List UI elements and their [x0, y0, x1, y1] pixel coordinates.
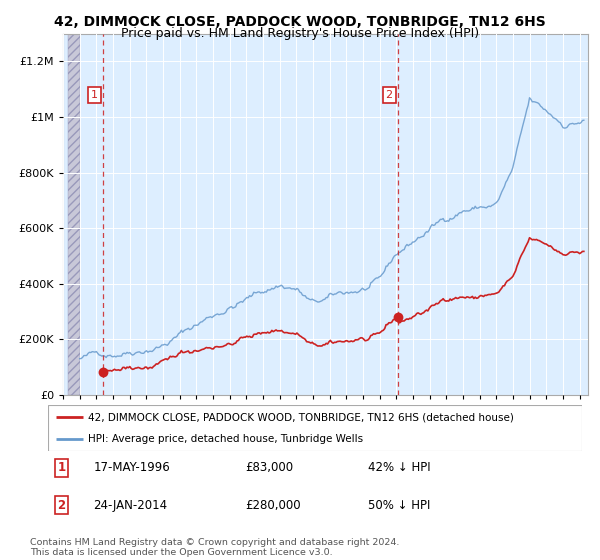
Text: 24-JAN-2014: 24-JAN-2014 — [94, 499, 167, 512]
Text: 2: 2 — [58, 499, 66, 512]
Text: Contains HM Land Registry data © Crown copyright and database right 2024.
This d: Contains HM Land Registry data © Crown c… — [30, 538, 400, 557]
Point — [98, 367, 107, 376]
Text: 1: 1 — [58, 461, 66, 474]
Text: 17-MAY-1996: 17-MAY-1996 — [94, 461, 170, 474]
Text: £83,000: £83,000 — [245, 461, 294, 474]
Bar — [68, 34, 80, 395]
Text: 2: 2 — [386, 90, 393, 100]
FancyBboxPatch shape — [48, 405, 582, 451]
Text: 42% ↓ HPI: 42% ↓ HPI — [368, 461, 431, 474]
Text: 42, DIMMOCK CLOSE, PADDOCK WOOD, TONBRIDGE, TN12 6HS (detached house): 42, DIMMOCK CLOSE, PADDOCK WOOD, TONBRID… — [88, 412, 514, 422]
Text: 50% ↓ HPI: 50% ↓ HPI — [368, 499, 431, 512]
Text: £280,000: £280,000 — [245, 499, 301, 512]
Bar — [68, 34, 80, 395]
Text: Price paid vs. HM Land Registry's House Price Index (HPI): Price paid vs. HM Land Registry's House … — [121, 27, 479, 40]
Text: 42, DIMMOCK CLOSE, PADDOCK WOOD, TONBRIDGE, TN12 6HS: 42, DIMMOCK CLOSE, PADDOCK WOOD, TONBRID… — [54, 15, 546, 29]
Point — [393, 312, 403, 321]
Text: HPI: Average price, detached house, Tunbridge Wells: HPI: Average price, detached house, Tunb… — [88, 434, 363, 444]
Text: 1: 1 — [91, 90, 98, 100]
